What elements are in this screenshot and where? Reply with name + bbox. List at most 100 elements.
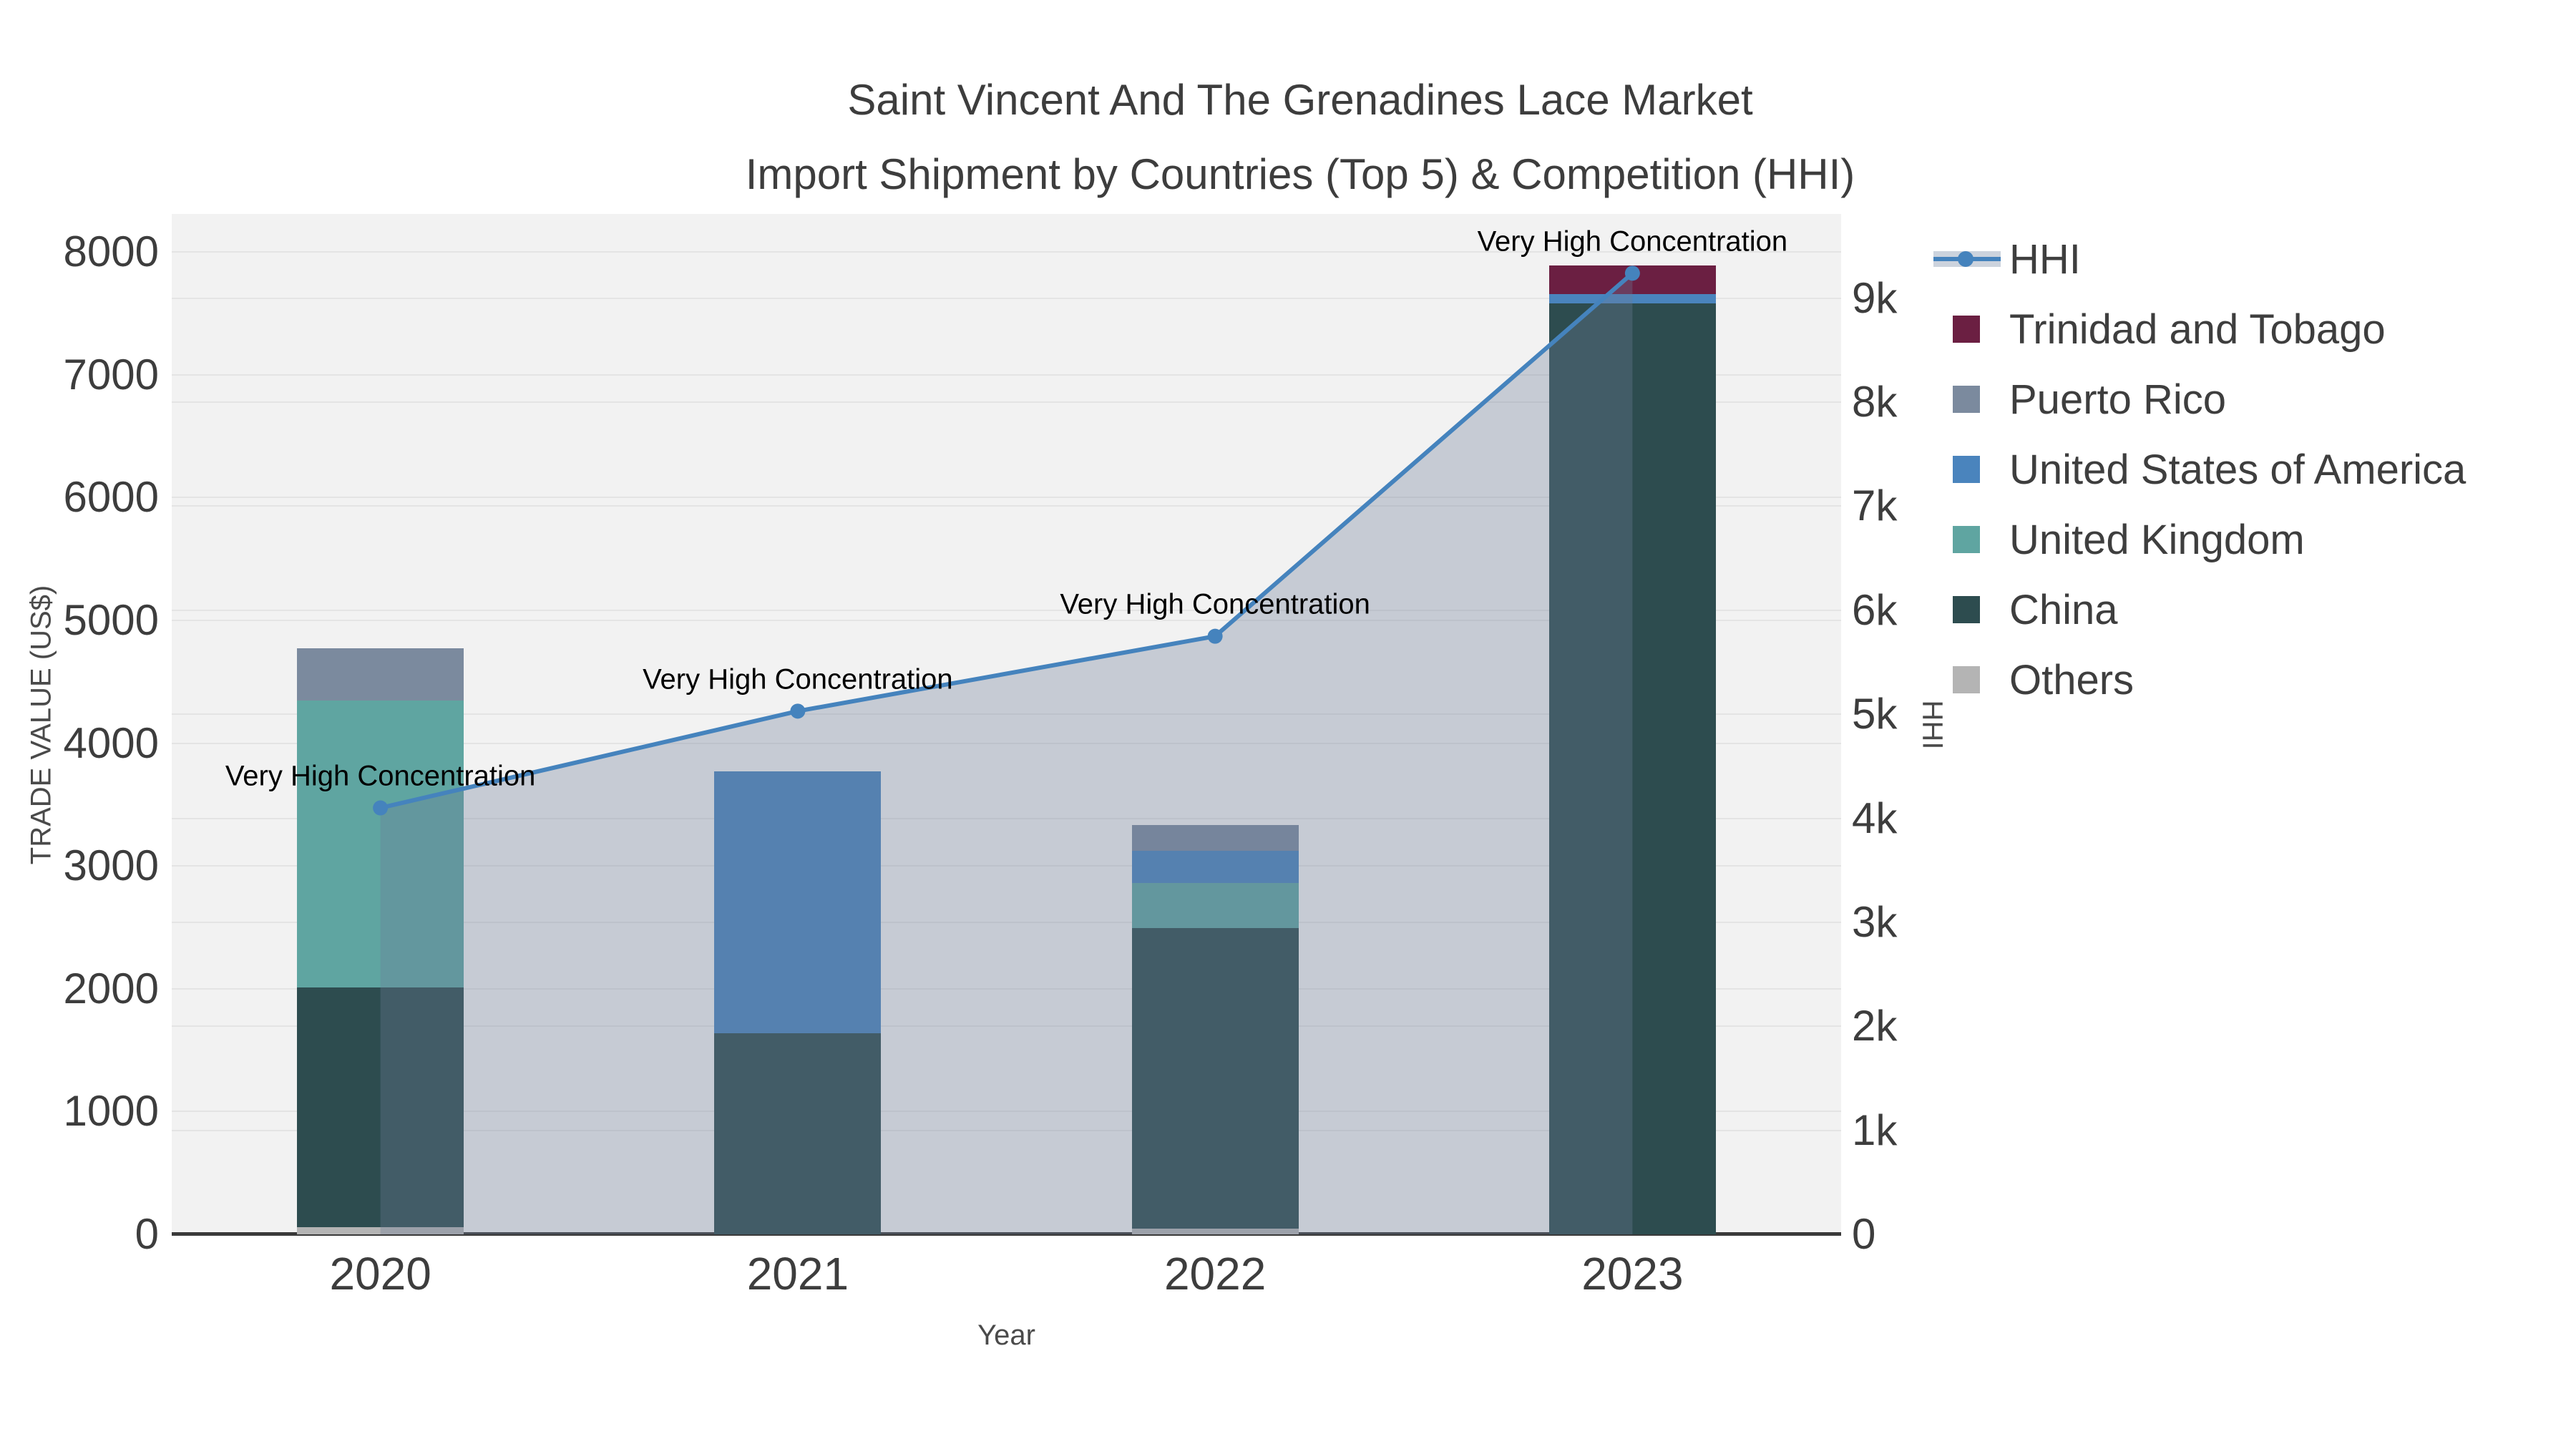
y-left-tick-1000: 1000 [63,1087,159,1136]
gridline-left-2000 [172,987,1841,990]
legend-label: China [2009,586,2118,633]
swatch-icon [1953,316,1980,343]
swatch-icon [1953,596,1980,623]
y-left-tick-2000: 2000 [63,964,159,1013]
y-right-tick-4k: 4k [1852,794,1898,842]
gridline-right-6k [172,609,1841,611]
hhi-line-layer [373,265,1640,1235]
x-tick-2022: 2022 [1163,1248,1267,1299]
hhi-area-fill [380,273,1633,1235]
legend-label: Others [2009,656,2135,703]
annotation-2023: Very High Concentration [1477,225,1788,258]
hhi-line [379,271,1634,810]
bar-segment-china-2023[interactable] [1548,303,1716,1234]
y-left-tick-5000: 5000 [63,595,159,644]
plot-area [172,214,1841,1236]
y-right-tick-6k: 6k [1852,585,1898,634]
y-axis-title-left: TRADE VALUE (US$) [25,585,57,865]
bar-segment-united-states-of-america-2023[interactable] [1548,294,1716,304]
bar-segment-united-states-of-america-2021[interactable] [714,771,882,1033]
bar-segment-united-kingdom-2022[interactable] [1131,883,1299,928]
legend-swatch-icon [1932,594,2004,625]
gridline-right-5k [172,713,1841,716]
x-axis-title: Year [977,1319,1035,1351]
gridline-right-4k [172,817,1841,819]
legend-swatch-icon [1932,454,2004,485]
gridline-right-1k [172,1129,1841,1131]
y-right-tick-3k: 3k [1852,897,1898,946]
chart-title: Saint Vincent And The Grenadines Lace Ma… [429,63,2171,212]
bar-segment-others-2020[interactable] [297,1226,464,1234]
legend-item-united-kingdom[interactable]: United Kingdom [1932,504,2305,575]
bar-segment-china-2020[interactable] [297,987,464,1227]
gridline-left-7000 [172,374,1841,376]
hhi-marker-2020[interactable] [373,800,389,816]
y-right-tick-9k: 9k [1852,273,1898,322]
bar-segment-puerto-rico-2022[interactable] [1131,824,1299,851]
annotation-2021: Very High Concentration [643,663,953,696]
y-right-tick-7k: 7k [1852,482,1898,530]
hhi-line-sample-icon [1932,243,2004,275]
gridline-left-1000 [172,1111,1841,1113]
bar-segment-united-kingdom-2020[interactable] [297,700,464,988]
legend-item-china[interactable]: China [1932,575,2118,645]
hhi-marker-2023[interactable] [1624,265,1640,281]
y-left-tick-4000: 4000 [63,718,159,767]
annotation-2022: Very High Concentration [1060,588,1370,620]
gridline-right-7k [172,505,1841,507]
gridline-left-3000 [172,865,1841,867]
x-tick-2023: 2023 [1581,1248,1684,1299]
legend-swatch-icon [1932,313,2004,345]
y-left-tick-6000: 6000 [63,473,159,522]
legend-swatch-icon [1932,384,2004,415]
gridline-left-4000 [172,742,1841,744]
legend-item-united-states-of-america[interactable]: United States of America [1932,434,2466,504]
hhi-marker-2022[interactable] [1207,628,1223,644]
legend-item-hhi[interactable]: HHI [1932,224,2081,294]
legend-item-others[interactable]: Others [1932,645,2134,715]
legend-swatch-icon [1932,524,2004,555]
legend-swatch-icon [1932,664,2004,696]
y-right-tick-2k: 2k [1852,1002,1898,1050]
y-left-tick-8000: 8000 [63,228,159,276]
y-left-tick-7000: 7000 [63,350,159,399]
gridline-right-2k [172,1025,1841,1028]
bar-segment-others-2022[interactable] [1131,1229,1299,1234]
legend-label: Puerto Rico [2009,376,2227,423]
gridline-right-9k [172,297,1841,299]
legend-item-trinidad-and-tobago[interactable]: Trinidad and Tobago [1932,294,2386,364]
legend-item-puerto-rico[interactable]: Puerto Rico [1932,364,2226,434]
hhi-marker-2021[interactable] [790,703,806,719]
swatch-icon [1953,666,1980,693]
gridline-left-6000 [172,497,1841,499]
swatch-icon [1953,386,1980,413]
y-right-tick-8k: 8k [1852,378,1898,426]
y-left-tick-3000: 3000 [63,841,159,890]
y-right-tick-0: 0 [1852,1210,1876,1258]
bar-segment-united-states-of-america-2022[interactable] [1131,850,1299,884]
x-axis-line [172,1232,1841,1236]
swatch-icon [1953,526,1980,553]
legend-label: United States of America [2009,446,2467,493]
gridline-left-8000 [172,251,1841,253]
bar-segment-china-2022[interactable] [1131,927,1299,1229]
gridline-left-5000 [172,619,1841,621]
y-right-tick-1k: 1k [1852,1106,1898,1154]
swatch-icon [1953,456,1980,483]
gridline-right-8k [172,401,1841,404]
legend-label: Trinidad and Tobago [2009,306,2386,353]
y-left-tick-0: 0 [135,1210,159,1258]
legend-label: HHI [2009,235,2081,283]
bar-segment-puerto-rico-2020[interactable] [297,648,464,701]
chart-title-line2: Import Shipment by Countries (Top 5) & C… [745,150,1855,198]
legend-label: United Kingdom [2009,516,2305,563]
x-tick-2020: 2020 [329,1248,431,1299]
y-right-tick-5k: 5k [1852,690,1898,738]
chart-title-line1: Saint Vincent And The Grenadines Lace Ma… [847,76,1753,124]
x-tick-2021: 2021 [746,1248,849,1299]
bar-segment-china-2021[interactable] [714,1033,882,1234]
hhi-dot-icon [1958,251,1974,267]
gridline-right-3k [172,921,1841,923]
annotation-2020: Very High Concentration [225,760,536,792]
